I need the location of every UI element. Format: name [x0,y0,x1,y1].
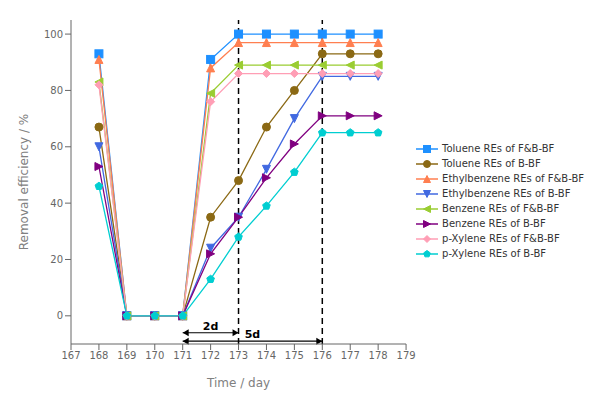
svg-text:173: 173 [229,350,248,361]
svg-text:170: 170 [145,350,164,361]
html-text:Benzene REs of F&B-BF: Benzene REs of F&B-BF [442,203,560,214]
svg-text:179: 179 [397,350,416,361]
html-text:Ethylbenzene REs of F&B-BF: Ethylbenzene REs of F&B-BF [442,173,584,184]
html-text:p-Xylene REs of F&B-BF: p-Xylene REs of F&B-BF [442,233,560,244]
svg-text:168: 168 [89,350,108,361]
svg-text:169: 169 [117,350,136,361]
svg-text:176: 176 [313,350,332,361]
svg-text:Removal efficiency / %: Removal efficiency / % [17,114,31,251]
html-text:Ethylbenzene REs of B-BF: Ethylbenzene REs of B-BF [442,188,571,199]
svg-text:177: 177 [341,350,360,361]
svg-text:60: 60 [50,141,63,152]
svg-text:174: 174 [257,350,276,361]
svg-text:Time / day: Time / day [206,376,270,390]
svg-text:40: 40 [50,198,63,209]
svg-text:100: 100 [44,29,63,40]
svg-text:175: 175 [285,350,304,361]
svg-text:80: 80 [50,85,63,96]
svg-text:167: 167 [61,350,80,361]
svg-text:171: 171 [173,350,192,361]
svg-text:178: 178 [369,350,388,361]
html-text:Toluene REs of B-BF: Toluene REs of B-BF [442,158,541,169]
svg-text:0: 0 [57,310,63,321]
svg-text:172: 172 [201,350,220,361]
svg-text:20: 20 [50,254,63,265]
svg-text:2d: 2d [203,320,219,333]
html-text:Benzene REs of B-BF: Benzene REs of B-BF [442,218,546,229]
html-text:p-Xylene REs of B-BF: p-Xylene REs of B-BF [442,248,547,259]
svg-text:5d: 5d [245,328,261,341]
html-text:Toluene REs of F&B-BF: Toluene REs of F&B-BF [442,143,555,154]
